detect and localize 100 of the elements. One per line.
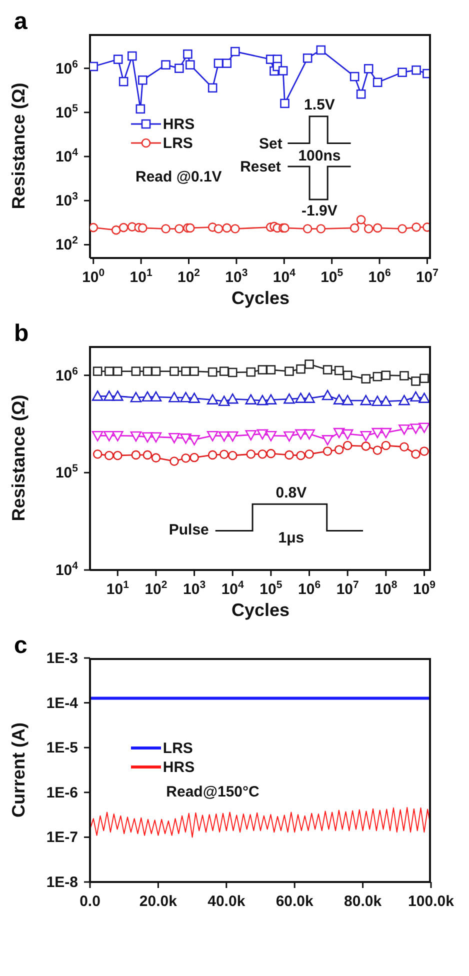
point xyxy=(372,428,384,438)
point xyxy=(168,432,180,444)
point xyxy=(296,450,306,460)
point xyxy=(170,366,179,376)
y-tick-label: 1E-3 xyxy=(46,650,78,667)
annotation: -1.9V xyxy=(302,202,338,220)
y-tick-label: 10$^{4}$ xyxy=(55,146,78,166)
x-axis-title: Cycles xyxy=(231,600,290,620)
x-tick-label: 10$^{3}$ xyxy=(225,267,248,286)
y-tick-label: 10$^{3}$ xyxy=(55,190,78,210)
point xyxy=(218,431,230,442)
point xyxy=(410,391,422,402)
point xyxy=(372,396,384,406)
x-tick-label: 10$^{0}$ xyxy=(82,267,105,286)
point xyxy=(256,394,268,406)
point xyxy=(219,450,229,460)
y-axis-title: Current (A) xyxy=(8,722,28,818)
point xyxy=(130,431,142,442)
point xyxy=(372,372,382,382)
point xyxy=(245,394,257,404)
x-tick-label: 10$^{7}$ xyxy=(416,267,439,286)
x-axis-title: Cycles xyxy=(231,288,290,308)
point xyxy=(361,442,371,451)
y-tick-label: 10$^{2}$ xyxy=(55,234,78,254)
x-tick-label: 10$^{6}$ xyxy=(298,579,321,598)
x-tick-label: 60.0k xyxy=(276,893,314,910)
point xyxy=(361,374,371,384)
point xyxy=(142,366,152,376)
point xyxy=(142,450,152,460)
y-tick-label: 10$^{6}$ xyxy=(55,365,78,384)
y-tick-label: 1E-8 xyxy=(46,874,78,891)
x-tick-label: 20.0k xyxy=(139,893,178,910)
annotation: Read @0.1V xyxy=(135,168,222,186)
point xyxy=(360,394,372,406)
x-tick-label: 10$^{7}$ xyxy=(336,579,360,598)
annotation: Pulse xyxy=(168,521,209,538)
legend-label: LRS xyxy=(162,740,193,757)
point xyxy=(180,392,192,402)
point xyxy=(103,430,115,442)
y-tick-label: 10$^{5}$ xyxy=(55,102,78,122)
point xyxy=(400,442,409,452)
x-tick-label: 10$^{1}$ xyxy=(106,579,130,598)
x-tick-label: 10$^{5}$ xyxy=(320,267,344,286)
y-axis-title: Resistance (Ω) xyxy=(8,394,28,522)
point xyxy=(411,376,420,386)
point xyxy=(206,430,218,442)
point xyxy=(284,393,295,404)
x-tick-label: 10$^{3}$ xyxy=(183,579,206,598)
point xyxy=(131,450,141,460)
point xyxy=(256,429,268,440)
chart-title: a xyxy=(14,8,28,36)
annotation: 1μs xyxy=(278,529,304,546)
y-tick-label: 1E-4 xyxy=(46,694,79,712)
x-tick-label: 10$^{5}$ xyxy=(260,579,282,598)
annotation: 1.5V xyxy=(304,96,335,114)
point xyxy=(142,432,154,443)
x-tick-label: 40.0k xyxy=(208,893,246,910)
x-tick-label: 10$^{4}$ xyxy=(272,267,296,286)
point xyxy=(246,367,256,377)
x-tick-label: 10$^{2}$ xyxy=(144,579,168,598)
point xyxy=(92,430,104,442)
point xyxy=(92,390,104,401)
point xyxy=(142,391,154,402)
point xyxy=(170,456,179,466)
point xyxy=(400,371,409,380)
chart-title: b xyxy=(14,320,29,348)
y-tick-label: 1E-7 xyxy=(46,829,78,846)
point xyxy=(284,431,295,442)
x-tick-label: 10$^{9}$ xyxy=(412,579,436,598)
point xyxy=(208,367,218,377)
annotation: Set xyxy=(259,135,282,152)
annotation: 100ns xyxy=(298,148,341,165)
y-tick-label: 10$^{5}$ xyxy=(55,462,78,482)
x-tick-label: 10$^{4}$ xyxy=(221,579,244,598)
x-tick-label: 80.0k xyxy=(344,893,382,910)
legend-label: LRS xyxy=(162,134,193,152)
point xyxy=(92,366,102,376)
point xyxy=(245,430,257,440)
point xyxy=(104,450,114,460)
point xyxy=(103,390,115,401)
x-tick-label: 10$^{2}$ xyxy=(177,267,200,286)
point xyxy=(296,364,306,374)
point xyxy=(92,449,102,459)
point xyxy=(219,366,229,376)
x-tick-label: 0.0 xyxy=(80,893,100,910)
point xyxy=(334,366,344,376)
y-tick-label: 10$^{4}$ xyxy=(55,560,78,579)
annotation: Read@150°C xyxy=(166,784,260,801)
point xyxy=(181,453,190,463)
point xyxy=(322,390,334,400)
point xyxy=(246,449,256,459)
x-tick-label: 10$^{6}$ xyxy=(368,267,391,286)
y-axis-title: Resistance (Ω) xyxy=(8,82,28,210)
line-series xyxy=(90,807,431,838)
y-tick-label: 10$^{6}$ xyxy=(55,58,78,78)
point xyxy=(218,396,230,406)
chart-title: c xyxy=(14,632,28,660)
x-tick-label: 10$^{8}$ xyxy=(374,579,398,598)
point xyxy=(208,450,218,460)
legend-label: HRS xyxy=(162,116,195,133)
